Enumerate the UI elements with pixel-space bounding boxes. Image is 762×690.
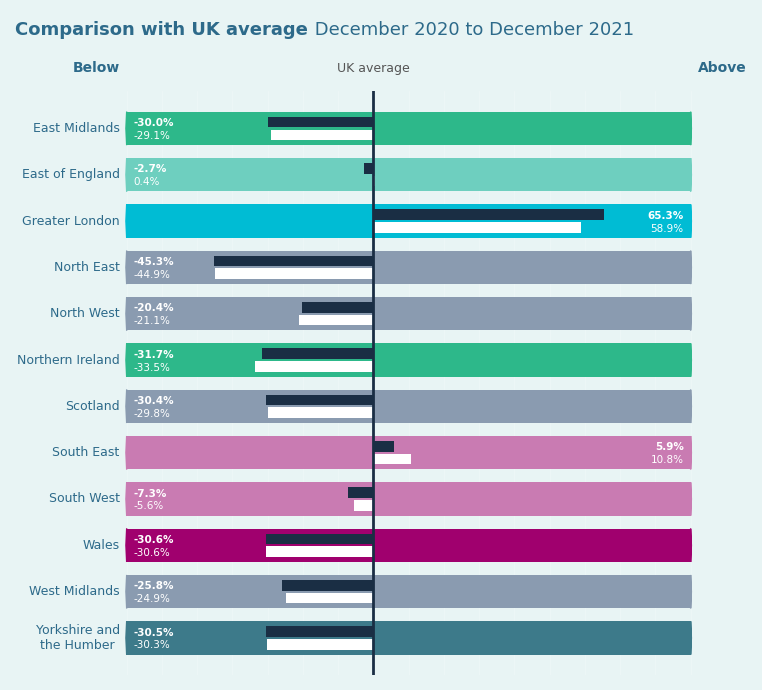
Bar <box>255 361 373 372</box>
Text: East of England: East of England <box>21 168 120 181</box>
Bar <box>373 454 411 464</box>
Text: Comparison with UK average: Comparison with UK average <box>15 21 308 39</box>
Bar <box>373 176 375 186</box>
FancyBboxPatch shape <box>126 575 690 609</box>
FancyBboxPatch shape <box>126 297 690 331</box>
FancyBboxPatch shape <box>126 621 690 655</box>
Text: East Midlands: East Midlands <box>33 122 120 135</box>
Text: -2.7%: -2.7% <box>134 164 167 175</box>
Text: South West: South West <box>49 493 120 506</box>
Text: West Midlands: West Midlands <box>29 585 120 598</box>
Bar <box>268 407 373 418</box>
Text: South East: South East <box>53 446 120 459</box>
Text: 58.9%: 58.9% <box>651 224 684 233</box>
Bar <box>261 348 373 359</box>
Bar <box>283 580 373 591</box>
Text: -29.8%: -29.8% <box>134 408 171 419</box>
Bar <box>267 639 373 650</box>
Bar <box>373 209 604 220</box>
Text: -44.9%: -44.9% <box>134 270 171 280</box>
Text: Above: Above <box>698 61 747 75</box>
Bar <box>364 163 373 174</box>
Text: -25.8%: -25.8% <box>134 581 174 591</box>
Text: 5.9%: 5.9% <box>655 442 684 453</box>
FancyBboxPatch shape <box>126 529 690 562</box>
Text: Scotland: Scotland <box>65 400 120 413</box>
Bar <box>347 487 373 498</box>
Bar <box>266 627 373 637</box>
Text: -30.4%: -30.4% <box>134 396 174 406</box>
Text: -30.5%: -30.5% <box>134 628 174 638</box>
FancyBboxPatch shape <box>126 204 690 238</box>
Bar <box>286 593 373 603</box>
Text: -29.1%: -29.1% <box>134 131 171 141</box>
Bar <box>299 315 373 326</box>
Text: -30.3%: -30.3% <box>134 640 171 651</box>
Text: -7.3%: -7.3% <box>134 489 167 499</box>
Bar <box>265 546 373 557</box>
Text: -21.1%: -21.1% <box>134 316 171 326</box>
Text: Northern Ireland: Northern Ireland <box>17 353 120 366</box>
Text: -33.5%: -33.5% <box>134 362 171 373</box>
Text: Below: Below <box>72 61 120 75</box>
FancyBboxPatch shape <box>126 158 690 191</box>
Text: December 2020 to December 2021: December 2020 to December 2021 <box>309 21 634 39</box>
Text: Greater London: Greater London <box>22 215 120 228</box>
Text: -20.4%: -20.4% <box>134 304 174 313</box>
Bar <box>373 222 581 233</box>
FancyBboxPatch shape <box>126 344 690 377</box>
FancyBboxPatch shape <box>126 436 690 469</box>
Text: -30.6%: -30.6% <box>134 548 171 558</box>
Bar <box>271 130 373 140</box>
Bar <box>215 268 373 279</box>
Text: Wales: Wales <box>82 539 120 552</box>
Text: North West: North West <box>50 307 120 320</box>
FancyBboxPatch shape <box>126 112 690 145</box>
Text: Yorkshire and
the Humber: Yorkshire and the Humber <box>36 624 120 652</box>
FancyBboxPatch shape <box>126 482 690 515</box>
Text: UK average: UK average <box>337 61 410 75</box>
Bar <box>265 533 373 544</box>
Bar <box>302 302 373 313</box>
Text: 10.8%: 10.8% <box>651 455 684 465</box>
Text: 65.3%: 65.3% <box>648 210 684 221</box>
Text: -30.0%: -30.0% <box>134 118 174 128</box>
Text: North East: North East <box>54 261 120 274</box>
Bar <box>266 395 373 405</box>
Bar <box>354 500 373 511</box>
FancyBboxPatch shape <box>126 250 690 284</box>
Bar <box>373 441 394 451</box>
Text: 0.4%: 0.4% <box>134 177 160 187</box>
Bar <box>267 117 373 128</box>
Text: -5.6%: -5.6% <box>134 502 164 511</box>
Bar <box>214 256 373 266</box>
Text: -24.9%: -24.9% <box>134 594 171 604</box>
Text: -30.6%: -30.6% <box>134 535 174 545</box>
Text: -45.3%: -45.3% <box>134 257 174 267</box>
Text: -31.7%: -31.7% <box>134 350 174 359</box>
FancyBboxPatch shape <box>126 390 690 423</box>
